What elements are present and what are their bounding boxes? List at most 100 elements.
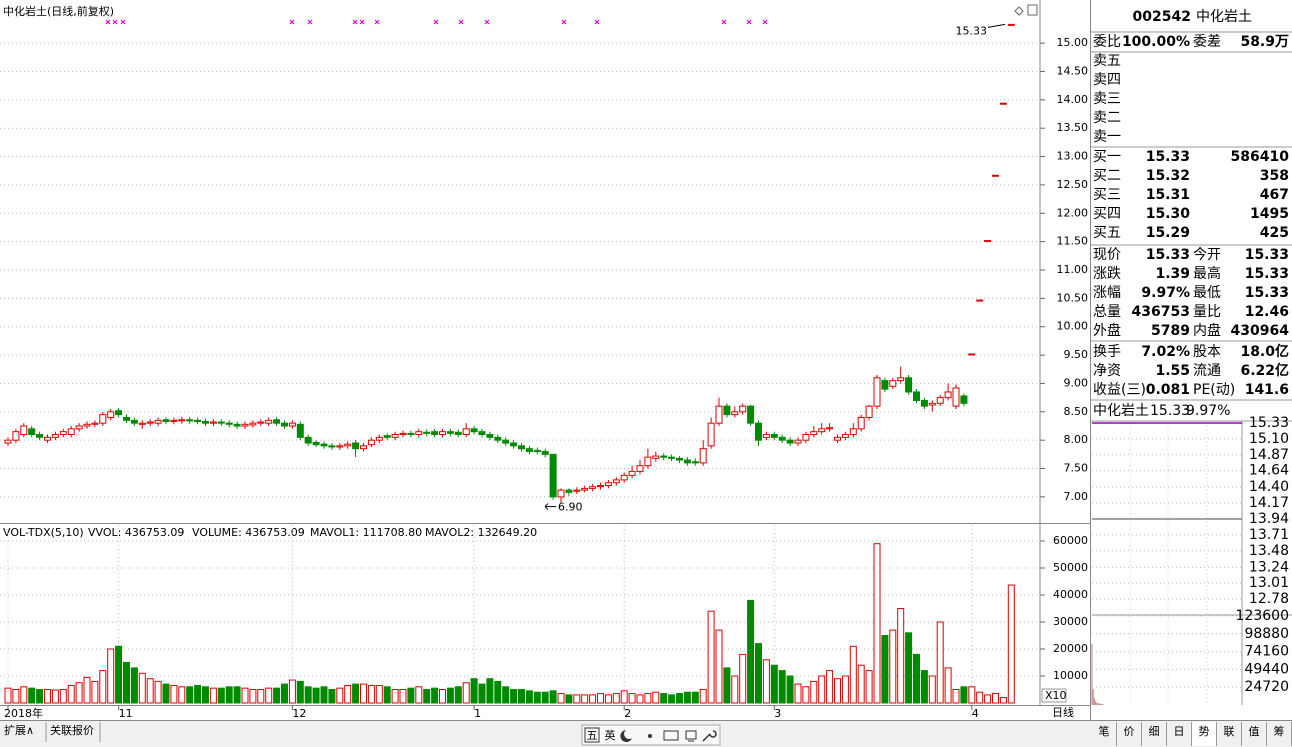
panel-tab[interactable]: 值 — [1249, 725, 1260, 738]
candle-body — [770, 434, 778, 438]
bid-volume: 358 — [1260, 168, 1289, 184]
intraday-volume-label: 123600 — [1236, 608, 1289, 624]
y-tick-label: 12.50 — [1057, 178, 1089, 191]
ask-label: 卖一 — [1093, 129, 1121, 145]
intraday-tick-label: 15.10 — [1249, 431, 1289, 447]
arrow-head — [544, 503, 549, 510]
volume-bar — [439, 689, 446, 704]
candle-body — [510, 442, 518, 447]
panel-tab[interactable]: 势 — [1199, 725, 1210, 738]
candle-body — [194, 419, 202, 422]
volume-bar — [407, 687, 415, 704]
candle-body — [612, 479, 620, 484]
volume-bar — [99, 670, 107, 704]
quote-label: 流通 — [1193, 363, 1221, 379]
volume-bar — [336, 687, 344, 704]
quote-value: 430964 — [1231, 323, 1290, 339]
candle-body — [439, 431, 446, 436]
panel-tab[interactable]: 细 — [1149, 725, 1160, 738]
quote-value: 58.9万 — [1240, 34, 1289, 50]
volume-bar — [715, 629, 723, 704]
candle-body — [130, 419, 138, 424]
quote-value: 15.33 — [1245, 247, 1289, 263]
signal-marker — [307, 19, 313, 25]
panel-tab[interactable]: 价 — [1124, 725, 1135, 738]
signal-marker — [746, 19, 752, 25]
candle-body — [826, 427, 834, 430]
candle-body — [115, 410, 123, 416]
volume-bar — [525, 690, 533, 704]
candle-body — [288, 422, 296, 427]
volume-bar — [541, 691, 549, 704]
candle-body — [138, 422, 146, 425]
candle-body — [415, 431, 423, 436]
volume-bar — [612, 693, 620, 704]
bottom-tab[interactable]: 扩展∧ — [4, 723, 34, 737]
bid-price: 15.32 — [1146, 168, 1190, 184]
volume-bar — [873, 543, 881, 704]
volume-bar — [415, 686, 423, 704]
quote-label: 涨幅 — [1093, 285, 1121, 301]
volume-bar — [320, 686, 328, 704]
volume-bar — [865, 670, 873, 704]
bid-label: 买二 — [1093, 168, 1121, 184]
ime-box — [584, 727, 600, 743]
annotation: 6.90 — [558, 501, 583, 514]
panel-tab[interactable]: 笔 — [1099, 724, 1110, 738]
volume-bar — [312, 687, 320, 704]
volume-bar — [478, 683, 486, 704]
signal-marker — [120, 19, 126, 25]
candle-body — [691, 461, 699, 464]
candle-body — [154, 419, 162, 424]
volume-bar — [936, 621, 944, 704]
candle-body — [407, 432, 415, 436]
intraday-tick-label: 14.87 — [1249, 447, 1289, 463]
quote-value: 6.22亿 — [1240, 362, 1289, 379]
volume-bar — [344, 684, 352, 704]
panel-tab[interactable]: 联 — [1224, 725, 1235, 738]
volume-bar — [391, 689, 399, 704]
candle-body — [786, 439, 794, 444]
candle-body — [67, 428, 75, 436]
volume-bar — [470, 678, 478, 704]
candle-body — [849, 428, 857, 436]
candle-body — [660, 455, 668, 458]
volume-bar — [194, 684, 202, 704]
intraday-tick-label: 13.01 — [1249, 575, 1289, 591]
volume-bar — [28, 687, 36, 704]
volume-bar — [960, 686, 968, 704]
volume-bar — [75, 682, 83, 704]
candle-body — [723, 405, 731, 416]
signal-marker — [112, 19, 118, 25]
volume-bar — [628, 693, 636, 704]
tab-active-bg — [1192, 722, 1216, 746]
volume-bar — [676, 693, 683, 704]
panel-tab[interactable]: 日 — [1174, 725, 1185, 738]
candle-body — [549, 453, 557, 498]
quote-label: 换手 — [1093, 343, 1121, 360]
ime-mode: 五 — [587, 729, 598, 742]
candle-body — [233, 423, 241, 427]
panel-tab[interactable]: 筹 — [1274, 724, 1285, 738]
candle-body — [304, 436, 312, 444]
volume-bar — [217, 687, 225, 704]
intraday-tick-label: 13.71 — [1249, 527, 1289, 543]
candle-body — [699, 448, 707, 464]
ask-label: 卖四 — [1093, 72, 1121, 88]
candle-body — [312, 441, 320, 446]
bottom-tab[interactable]: 关联报价 — [50, 723, 94, 737]
candle-body — [976, 299, 984, 302]
candle-body — [273, 419, 281, 424]
candle-body — [984, 240, 992, 243]
candle-body — [99, 414, 107, 424]
x-tick-label: 12 — [292, 707, 306, 720]
volume-bar — [399, 689, 407, 704]
volume-bar — [462, 682, 470, 704]
bid-price: 15.33 — [1146, 149, 1190, 165]
volume-bar — [810, 680, 818, 704]
volume-bar — [328, 689, 336, 704]
candle-body — [873, 377, 881, 407]
annotation-arrow — [987, 23, 1006, 28]
volume-bar — [849, 645, 857, 704]
